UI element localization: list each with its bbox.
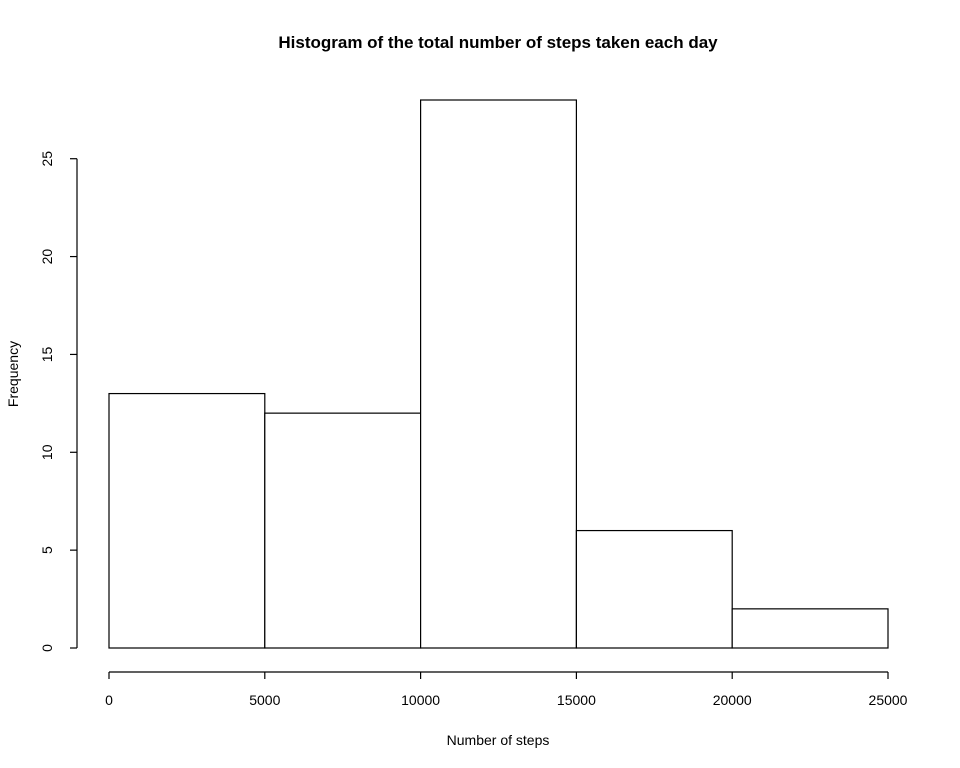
bar-4 [731,608,889,649]
y-tick-label-4: 20 [39,249,55,265]
bar-0 [108,392,266,649]
bars-group [108,99,889,649]
x-tick-label-4: 20000 [713,692,752,708]
y-axis-label: Frequency [5,341,21,407]
x-tick-label-3: 15000 [557,692,596,708]
x-tick-label-5: 25000 [869,692,908,708]
x-tick-label-2: 10000 [401,692,440,708]
x-axis: 0 5000 10000 15000 20000 25000 [105,671,908,708]
x-axis-label: Number of steps [447,732,550,748]
bar-2 [420,99,578,649]
y-axis: 0 5 10 15 20 25 [39,151,78,652]
bar-3 [575,529,733,649]
bar-1 [264,412,422,649]
y-tick-label-2: 10 [39,444,55,460]
x-tick-label-1: 5000 [249,692,280,708]
y-tick-label-1: 5 [39,546,55,554]
chart-title: Histogram of the total number of steps t… [278,33,718,52]
y-tick-label-3: 15 [39,346,55,362]
y-tick-label-5: 25 [39,151,55,167]
y-tick-label-0: 0 [39,644,55,652]
x-tick-label-0: 0 [105,692,113,708]
